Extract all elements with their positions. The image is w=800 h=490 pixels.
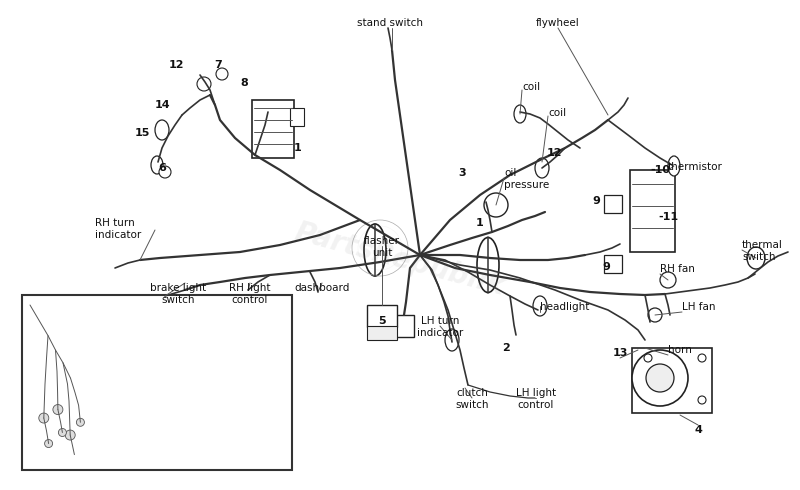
Text: LH fan: LH fan <box>682 302 715 312</box>
Text: coil: coil <box>522 82 540 92</box>
Circle shape <box>45 440 53 447</box>
Circle shape <box>197 77 211 91</box>
Ellipse shape <box>533 296 547 316</box>
Text: 4: 4 <box>694 425 702 435</box>
Text: coil: coil <box>548 108 566 118</box>
Text: 3: 3 <box>458 168 466 178</box>
Text: 15: 15 <box>134 128 150 138</box>
Text: 7: 7 <box>214 60 222 70</box>
Bar <box>290 108 304 126</box>
Ellipse shape <box>514 105 526 123</box>
Text: thermistor: thermistor <box>668 162 723 172</box>
Circle shape <box>646 364 674 392</box>
Ellipse shape <box>445 329 459 351</box>
Bar <box>22 295 292 470</box>
Text: 8: 8 <box>240 78 248 88</box>
Ellipse shape <box>155 120 169 140</box>
Text: -11: -11 <box>658 212 678 222</box>
Circle shape <box>58 428 66 437</box>
Text: -10: -10 <box>650 165 670 175</box>
Text: 9: 9 <box>592 196 600 206</box>
Circle shape <box>698 396 706 404</box>
Ellipse shape <box>535 158 549 178</box>
Text: 1: 1 <box>476 218 484 228</box>
Text: LH turn
indicator: LH turn indicator <box>417 316 463 339</box>
Text: horn: horn <box>668 345 692 355</box>
Text: stand switch: stand switch <box>357 18 423 28</box>
Bar <box>367 326 397 340</box>
Text: clutch
switch: clutch switch <box>455 388 489 411</box>
Bar <box>367 305 397 327</box>
Circle shape <box>77 418 85 426</box>
Circle shape <box>644 354 652 362</box>
Circle shape <box>484 193 508 217</box>
Text: 12: 12 <box>168 60 184 70</box>
Circle shape <box>216 68 228 80</box>
Text: oil
pressure: oil pressure <box>504 168 550 191</box>
Ellipse shape <box>747 247 765 269</box>
Text: brake light
switch: brake light switch <box>150 283 206 305</box>
Ellipse shape <box>668 156 680 176</box>
Bar <box>632 348 712 413</box>
Text: 13: 13 <box>612 348 628 358</box>
Ellipse shape <box>660 272 676 288</box>
Circle shape <box>159 166 171 178</box>
Bar <box>252 100 294 158</box>
Ellipse shape <box>477 238 499 293</box>
Circle shape <box>698 354 706 362</box>
Circle shape <box>38 413 49 423</box>
Circle shape <box>53 405 63 415</box>
Text: RH light
control: RH light control <box>230 283 270 305</box>
Ellipse shape <box>364 224 386 276</box>
Text: 5: 5 <box>378 316 386 326</box>
Text: RH turn
indicator: RH turn indicator <box>95 218 142 241</box>
Circle shape <box>632 350 688 406</box>
Circle shape <box>65 430 75 440</box>
Text: 14: 14 <box>154 100 170 110</box>
Text: PartsRepublik: PartsRepublik <box>292 219 508 301</box>
Text: thermal
switch: thermal switch <box>742 240 783 263</box>
Bar <box>604 255 622 273</box>
Text: 6: 6 <box>158 163 166 173</box>
Text: headlight: headlight <box>540 302 590 312</box>
Text: dashboard: dashboard <box>294 283 350 293</box>
Text: flasher
unit: flasher unit <box>364 236 400 258</box>
Text: 12: 12 <box>546 148 562 158</box>
Text: flywheel: flywheel <box>536 18 580 28</box>
Bar <box>382 315 414 337</box>
Ellipse shape <box>648 308 662 322</box>
Text: RH fan: RH fan <box>660 264 695 274</box>
Text: LH light
control: LH light control <box>516 388 556 411</box>
Text: 9: 9 <box>602 262 610 272</box>
Ellipse shape <box>151 156 163 174</box>
Text: 2: 2 <box>502 343 510 353</box>
Text: 1: 1 <box>294 143 302 153</box>
Bar <box>630 170 675 252</box>
Bar <box>604 195 622 213</box>
